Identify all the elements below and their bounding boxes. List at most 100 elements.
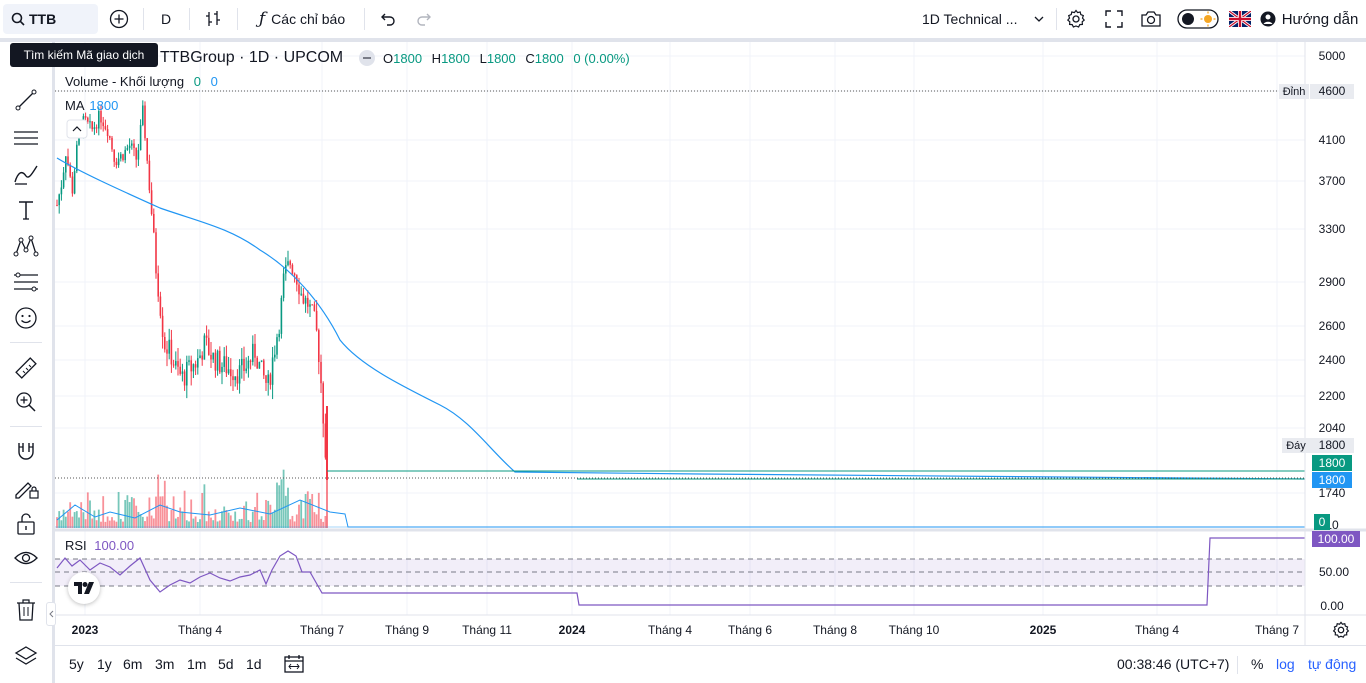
drawing-mode-tool[interactable] (10, 472, 42, 504)
candle-body (258, 361, 261, 369)
brush-tool[interactable] (10, 158, 42, 190)
prediction-tool[interactable] (10, 266, 42, 298)
help-button[interactable]: Hướng dẫn (1256, 4, 1362, 34)
tradingview-logo[interactable] (68, 572, 100, 604)
high-key: H (431, 51, 442, 66)
text-icon (19, 201, 33, 220)
ohlc-legend: O1800 H1800 L1800 C1800 0 (0.00%) (383, 51, 630, 66)
candle-body (205, 335, 208, 338)
low-tag-value: 1800 (1319, 438, 1346, 452)
candle (269, 372, 272, 390)
range-3m-button[interactable]: 3m (155, 656, 175, 672)
candle-body (322, 383, 324, 424)
candle-body (89, 121, 91, 123)
rsi-legend[interactable]: RSI 100.00 (65, 538, 134, 553)
remove-drawings-tool[interactable] (10, 594, 42, 626)
volume-bar (190, 499, 193, 528)
object-tree-tool[interactable] (10, 640, 42, 672)
candle-body (210, 354, 212, 360)
pattern-tool[interactable] (10, 230, 42, 262)
chart-canvas[interactable]: 5000 4100 3700 3300 2900 2600 2400 2200 2040 1740… (55, 42, 1366, 645)
volume-bar (247, 520, 250, 528)
candle (241, 348, 243, 379)
volume-bar (238, 519, 241, 528)
settings-button[interactable] (1062, 4, 1090, 34)
range-1y-button[interactable]: 1y (97, 656, 112, 672)
fullscreen-button[interactable] (1100, 4, 1128, 34)
measure-tool[interactable] (10, 352, 42, 384)
screenshot-button[interactable] (1137, 4, 1165, 34)
candle-body (247, 360, 250, 369)
goto-date-button[interactable] (283, 654, 305, 674)
theme-toggle[interactable] (1176, 4, 1220, 34)
chevron-left-icon (48, 610, 53, 618)
emoji-tool[interactable] (10, 302, 42, 334)
volume-bar (157, 474, 160, 528)
volume-bar (302, 518, 305, 528)
layout-menu-button[interactable]: 1D Technical ... (916, 4, 1050, 34)
timezone-clock[interactable]: 00:38:46 (UTC+7) (1117, 656, 1230, 672)
volume-bar (306, 491, 309, 528)
candle-body (219, 350, 221, 373)
volume-value: 0 (193, 74, 201, 89)
candle (181, 363, 184, 382)
interval-button[interactable]: D (152, 4, 180, 34)
candle-body (161, 315, 164, 337)
volume-bar (311, 493, 314, 528)
text-tool[interactable] (10, 194, 42, 226)
lock-tool[interactable] (10, 508, 42, 540)
zoom-in-tool[interactable] (10, 386, 42, 418)
visibility-tool[interactable] (10, 542, 42, 574)
volume-bar (300, 500, 303, 528)
volume-bar (93, 510, 96, 528)
candle (126, 144, 129, 151)
percent-scale-button[interactable]: % (1251, 656, 1264, 672)
candle-body (254, 343, 256, 358)
magnet-tool[interactable] (10, 436, 42, 468)
volume-bar (282, 469, 285, 528)
trend-line-tool[interactable] (10, 84, 42, 116)
language-button[interactable] (1228, 4, 1252, 34)
candle-body (249, 360, 252, 362)
range-5d-button[interactable]: 5d (218, 656, 234, 672)
ma-legend[interactable]: MA 1800 (65, 98, 118, 113)
candle (58, 193, 60, 214)
volume-bar (144, 521, 146, 528)
chart-type-button[interactable] (198, 4, 228, 34)
volume-bar (256, 492, 259, 528)
candle (320, 354, 322, 393)
indicators-button[interactable]: ƒ Các chỉ báo (248, 4, 356, 34)
open-key: O (383, 51, 394, 66)
volume-bar (130, 497, 133, 528)
candle (122, 153, 124, 162)
chevron-down-icon (1034, 16, 1044, 22)
candle (131, 140, 133, 150)
range-1m-button[interactable]: 1m (187, 656, 207, 672)
volume-bar (97, 509, 100, 528)
candle (168, 328, 170, 360)
candle-body (148, 160, 151, 191)
range-1d-button[interactable]: 1d (246, 656, 262, 672)
time-axis-settings-button[interactable] (1332, 621, 1350, 639)
auto-scale-button[interactable]: tự động (1308, 656, 1357, 672)
range-6m-button[interactable]: 6m (123, 656, 143, 672)
undo-button[interactable] (372, 4, 402, 34)
volume-bar (199, 519, 201, 528)
high-tag-bg (1279, 84, 1309, 99)
symbol-search-button[interactable]: TTB (3, 4, 98, 34)
candle-body (183, 371, 186, 386)
volume-bar (216, 521, 219, 528)
volume-bar (218, 520, 221, 528)
collapse-handle[interactable] (46, 602, 56, 626)
range-5y-button[interactable]: 5y (69, 656, 84, 672)
log-scale-button[interactable]: log (1276, 656, 1295, 672)
candle-body (168, 339, 170, 354)
volume-legend[interactable]: Volume - Khối lượng 0 0 (65, 74, 218, 89)
volume-bar (223, 506, 226, 528)
horizontal-lines-tool[interactable] (10, 122, 42, 154)
candle-body (175, 361, 177, 366)
compare-add-button[interactable] (104, 4, 134, 34)
volume-bar (139, 514, 142, 528)
help-label: Hướng dẫn (1281, 10, 1359, 28)
redo-button[interactable] (410, 4, 440, 34)
